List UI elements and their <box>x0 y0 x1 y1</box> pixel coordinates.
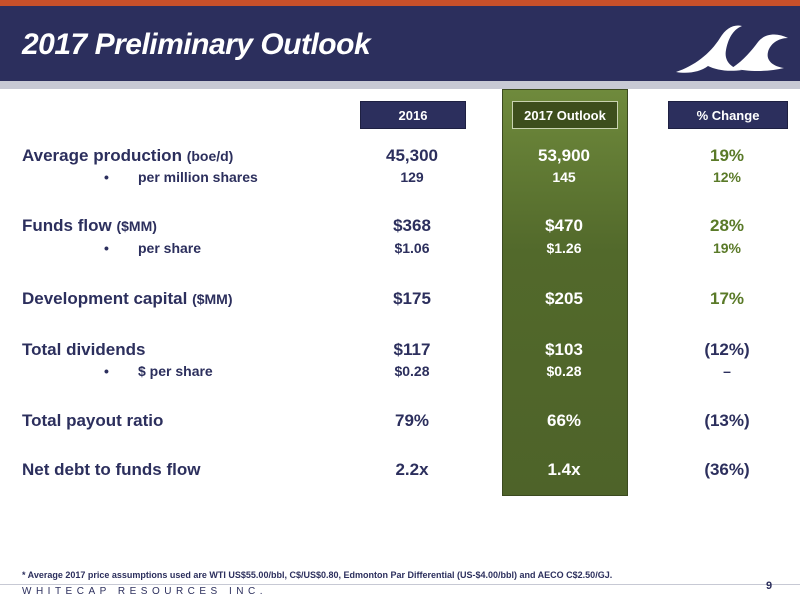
column-header-2016: 2016 <box>360 101 466 129</box>
value-2016: $117 <box>393 340 431 359</box>
row-unit: (boe/d) <box>186 148 234 164</box>
footer-divider <box>0 584 800 585</box>
subrow-label: $ per share <box>138 363 213 379</box>
header-divider <box>0 81 800 89</box>
row-label: Total dividends <box>22 340 146 359</box>
row-unit: ($MM) <box>192 291 233 307</box>
column-header-percent-change: % Change <box>668 101 788 129</box>
row-label: Average production <box>22 146 182 165</box>
footnote: * Average 2017 price assumptions used ar… <box>22 570 613 580</box>
value-2016: 45,300 <box>386 146 438 165</box>
bullet-icon: • <box>104 363 109 379</box>
header-accent-line <box>0 0 800 6</box>
value-2017: 66% <box>546 411 582 430</box>
value-2016: 2.2x <box>395 460 429 479</box>
value-2016: $368 <box>393 216 431 235</box>
subrow-label: per million shares <box>138 169 258 185</box>
value-2017: 145 <box>552 169 576 185</box>
page-title: 2017 Preliminary Outlook <box>22 28 371 61</box>
value-percent-change: (36%) <box>704 460 750 479</box>
value-percent-change: 19% <box>709 146 745 165</box>
row-label: Funds flow <box>22 216 112 235</box>
column-header-2017-outlook: 2017 Outlook <box>512 101 618 129</box>
value-2017: $470 <box>545 216 583 235</box>
page-number: 9 <box>766 580 773 592</box>
outlook-column-highlight <box>502 89 628 496</box>
value-2016: 79% <box>394 411 430 430</box>
value-2016: $175 <box>393 289 431 308</box>
value-percent-change: 19% <box>712 240 742 256</box>
row-label: Total payout ratio <box>22 411 164 430</box>
value-2017: 53,900 <box>538 146 590 165</box>
row-unit: ($MM) <box>116 218 157 234</box>
subrow-label: per share <box>138 240 202 256</box>
value-2017: $1.26 <box>546 240 582 256</box>
value-2017: $103 <box>545 340 583 359</box>
title-bar: 2017 Preliminary Outlook <box>0 6 800 81</box>
value-2017: 1.4x <box>547 460 581 479</box>
value-2017: $0.28 <box>546 363 582 379</box>
value-percent-change: 12% <box>712 169 742 185</box>
value-2016: $0.28 <box>394 363 430 379</box>
value-percent-change: – <box>723 363 731 379</box>
value-percent-change: (13%) <box>704 411 750 430</box>
value-2016: $1.06 <box>394 240 430 256</box>
bullet-icon: • <box>104 240 109 256</box>
value-2016: 129 <box>400 169 424 185</box>
bullet-icon: • <box>104 169 109 185</box>
value-2017: $205 <box>545 289 583 308</box>
row-label: Development capital <box>22 289 188 308</box>
value-percent-change: 28% <box>709 216 745 235</box>
value-percent-change: 17% <box>709 289 745 308</box>
wave-logo-icon <box>676 25 788 73</box>
row-label: Net debt to funds flow <box>22 460 201 479</box>
company-name: WHITECAP RESOURCES INC. <box>22 586 267 597</box>
value-percent-change: (12%) <box>704 340 750 359</box>
